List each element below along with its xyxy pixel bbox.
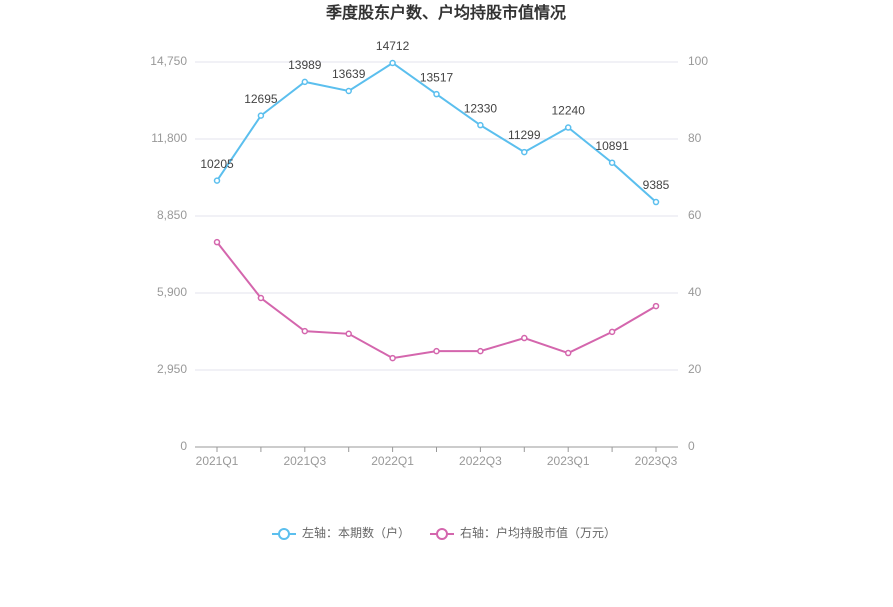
y2-tick-label: 20 xyxy=(688,362,702,376)
data-label: 12330 xyxy=(464,101,498,115)
point xyxy=(564,124,572,131)
x-tick-label: 2022Q1 xyxy=(371,454,414,468)
point xyxy=(652,198,660,206)
point xyxy=(608,328,616,336)
point xyxy=(345,87,352,95)
point xyxy=(433,90,440,98)
data-label: 13639 xyxy=(332,67,366,81)
point xyxy=(608,159,616,166)
y2-tick-label: 100 xyxy=(688,54,708,68)
point xyxy=(433,347,440,355)
y-tick-label: 11,800 xyxy=(151,131,187,145)
x-tick-label: 2023Q1 xyxy=(547,454,590,468)
point xyxy=(213,238,221,246)
point xyxy=(521,148,528,156)
y2-tick-label: 60 xyxy=(688,208,702,222)
legend-marker xyxy=(278,528,290,540)
chart-title: 季度股东户数、户均持股市值情况 xyxy=(325,3,566,22)
legend-marker xyxy=(436,528,448,540)
point xyxy=(652,302,660,310)
legend-label: 右轴：户均持股市值（万元） xyxy=(460,525,616,540)
y-tick-label: 8,850 xyxy=(157,208,187,222)
y2-tick-label: 0 xyxy=(688,439,695,453)
data-label: 13989 xyxy=(288,58,322,72)
data-label: 11299 xyxy=(508,128,541,142)
x-tick-label: 2021Q3 xyxy=(283,454,326,468)
legend-label: 左轴：本期数（户） xyxy=(302,525,410,540)
y-tick-label: 2,950 xyxy=(157,362,187,376)
point xyxy=(257,294,265,302)
data-label: 9385 xyxy=(643,178,670,192)
point xyxy=(389,59,396,67)
point xyxy=(477,347,484,355)
point xyxy=(564,349,572,357)
x-tick-label: 2023Q3 xyxy=(635,454,678,468)
data-label: 13517 xyxy=(420,70,454,84)
point xyxy=(477,121,484,129)
y2-tick-label: 80 xyxy=(688,131,702,145)
point xyxy=(345,330,352,338)
y2-tick-label: 40 xyxy=(688,285,702,299)
series-line xyxy=(216,241,657,360)
point xyxy=(301,327,309,335)
data-label: 12240 xyxy=(552,104,586,118)
y-tick-label: 0 xyxy=(180,439,187,453)
x-tick-label: 2022Q3 xyxy=(459,454,502,468)
data-label: 10891 xyxy=(595,139,629,153)
y-tick-label: 14,750 xyxy=(150,54,187,68)
data-label: 12695 xyxy=(244,92,278,106)
point xyxy=(213,177,221,184)
point xyxy=(521,334,528,342)
data-label: 14712 xyxy=(376,39,410,53)
point xyxy=(301,78,309,86)
point xyxy=(389,354,396,362)
data-label: 10205 xyxy=(200,157,234,171)
x-tick-label: 2021Q1 xyxy=(196,454,239,468)
y-tick-label: 5,900 xyxy=(157,285,187,299)
point xyxy=(257,112,265,119)
